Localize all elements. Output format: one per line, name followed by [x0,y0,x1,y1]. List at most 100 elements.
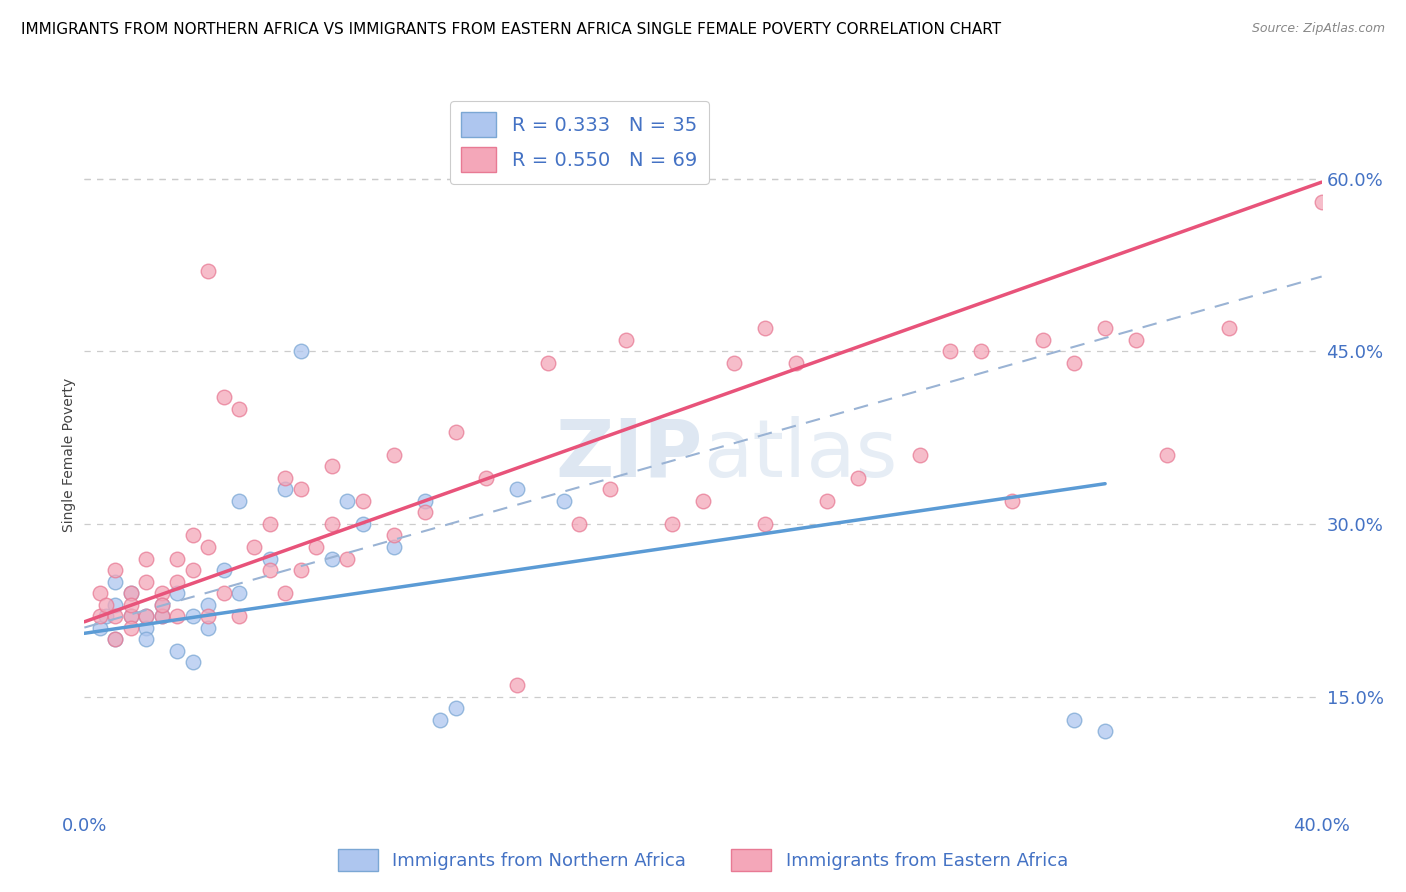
Point [382,448,405,462]
Point [723,356,745,370]
Point [120,598,142,612]
Point [135,551,157,566]
Point [429,713,451,727]
Point [89,621,111,635]
Point [120,609,142,624]
Point [89,609,111,624]
Point [382,540,405,554]
Point [290,483,312,497]
Point [259,551,281,566]
Point [321,459,343,474]
Point [336,494,359,508]
Text: Source: ZipAtlas.com: Source: ZipAtlas.com [1251,22,1385,36]
Point [120,586,142,600]
Point [846,471,869,485]
Point [150,609,173,624]
Point [321,516,343,531]
Point [614,333,637,347]
Point [274,483,297,497]
Point [259,516,281,531]
Point [212,390,235,404]
Point [754,516,776,531]
Point [197,598,219,612]
Point [336,551,359,566]
Point [166,551,188,566]
Point [444,425,467,439]
Point [104,632,127,646]
Point [135,632,157,646]
Point [1032,333,1054,347]
Point [94,598,117,612]
Point [1156,448,1178,462]
Point [274,471,297,485]
Point [413,506,436,520]
Point [166,574,188,589]
Point [94,609,117,624]
Point [135,574,157,589]
Point [120,609,142,624]
Point [1063,713,1085,727]
Point [692,494,714,508]
Point [568,516,591,531]
Point [89,586,111,600]
Point [228,494,250,508]
Point [135,609,157,624]
Point [321,551,343,566]
Point [1125,333,1147,347]
Y-axis label: Single Female Poverty: Single Female Poverty [62,378,76,532]
Text: ZIP: ZIP [555,416,703,494]
Point [150,598,173,612]
Point [970,344,993,359]
Point [352,494,374,508]
Point [1001,494,1024,508]
Legend: Immigrants from Northern Africa, Immigrants from Eastern Africa: Immigrants from Northern Africa, Immigra… [330,842,1076,879]
Point [166,643,188,657]
Point [228,401,250,416]
Point [274,586,297,600]
Point [104,574,127,589]
Point [150,586,173,600]
Point [212,586,235,600]
Point [939,344,962,359]
Point [197,540,219,554]
Point [305,540,328,554]
Point [382,528,405,542]
Point [259,563,281,577]
Point [228,586,250,600]
Point [181,655,204,669]
Point [785,356,807,370]
Point [120,586,142,600]
Point [506,678,529,692]
Point [599,483,621,497]
Point [243,540,266,554]
Point [181,563,204,577]
Point [908,448,931,462]
Point [1063,356,1085,370]
Point [661,516,683,531]
Point [352,516,374,531]
Point [197,621,219,635]
Point [1094,321,1116,335]
Point [1310,194,1333,209]
Point [1218,321,1240,335]
Point [181,609,204,624]
Point [197,264,219,278]
Point [166,609,188,624]
Point [166,586,188,600]
Point [104,609,127,624]
Point [1094,724,1116,739]
Legend: R = 0.333   N = 35, R = 0.550   N = 69: R = 0.333 N = 35, R = 0.550 N = 69 [450,101,709,184]
Text: atlas: atlas [703,416,897,494]
Point [290,344,312,359]
Point [150,598,173,612]
Point [754,321,776,335]
Point [135,621,157,635]
Point [815,494,838,508]
Point [104,598,127,612]
Point [506,483,529,497]
Point [553,494,575,508]
Point [104,563,127,577]
Point [150,609,173,624]
Point [537,356,560,370]
Point [475,471,498,485]
